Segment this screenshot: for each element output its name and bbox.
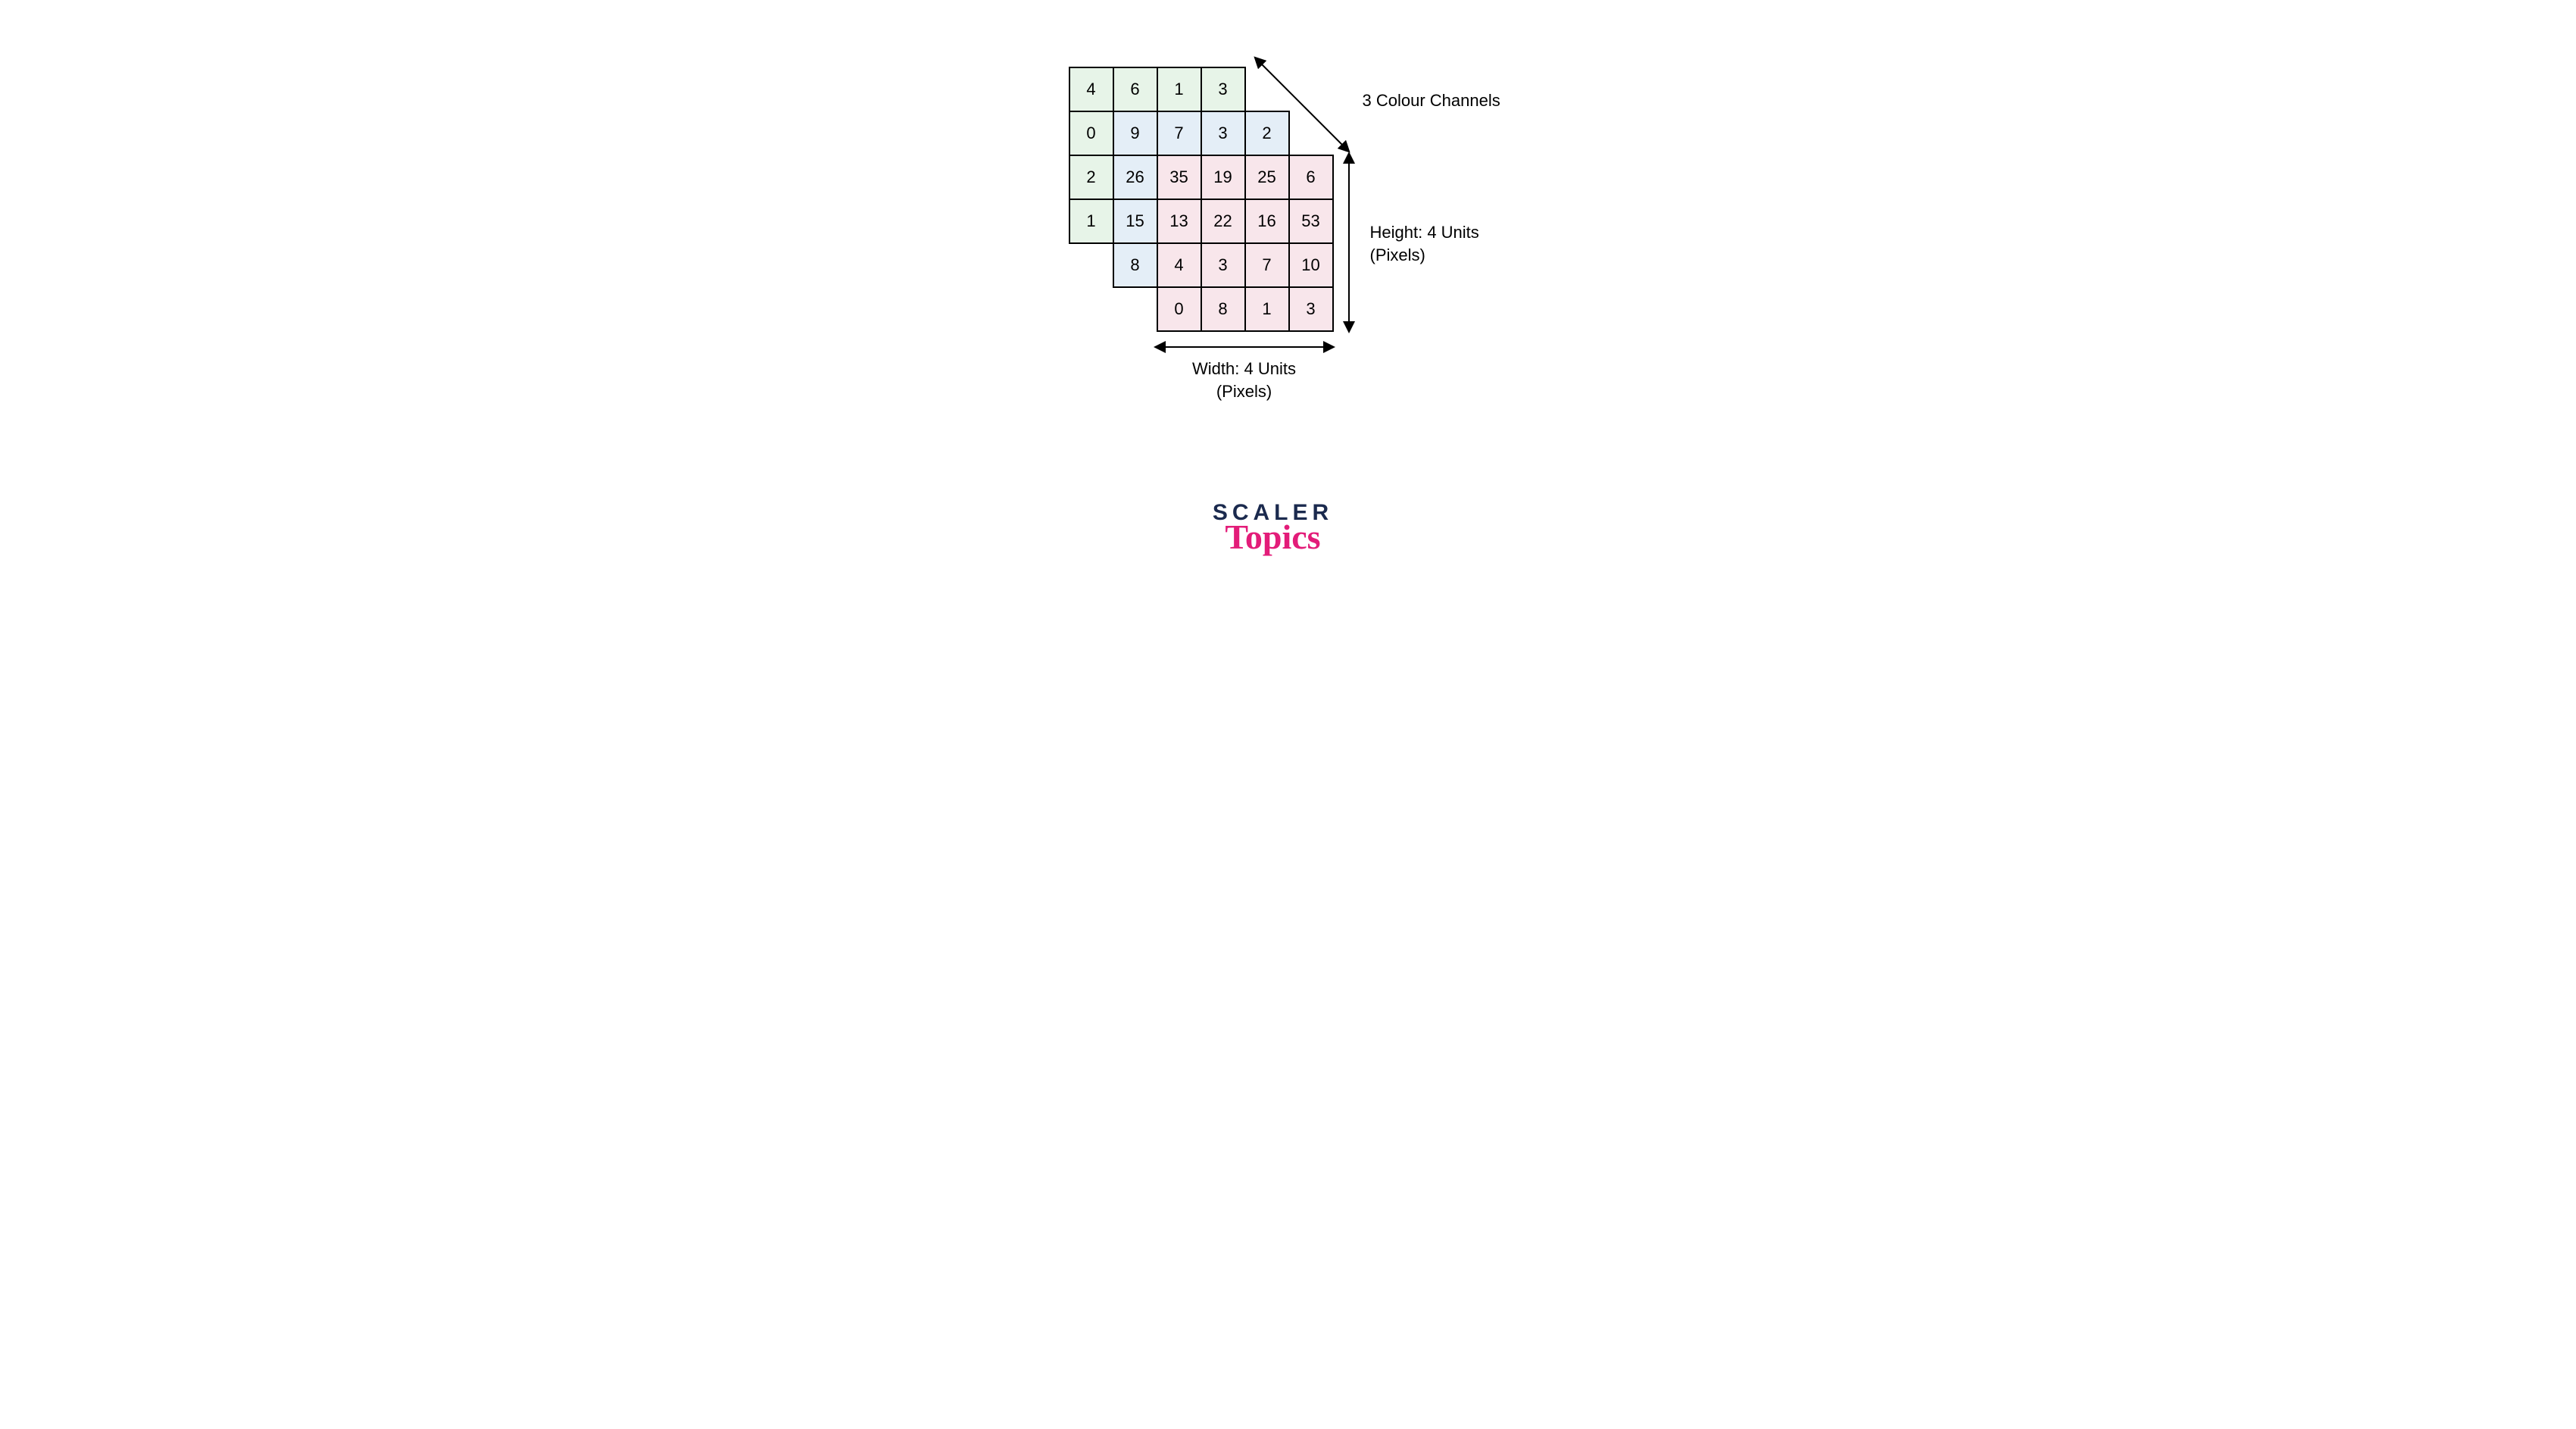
diagram-canvas: 4613097322635191151322 97322635192515132… xyxy=(705,0,1872,647)
channels-label: 3 Colour Channels xyxy=(1363,89,1500,112)
width-label: Width: 4 Units (Pixels) xyxy=(1157,358,1332,402)
scaler-topics-logo: SCALER Topics xyxy=(1175,500,1372,557)
height-label: Height: 4 Units (Pixels) xyxy=(1370,221,1479,266)
logo-text-bottom: Topics xyxy=(1175,517,1372,557)
